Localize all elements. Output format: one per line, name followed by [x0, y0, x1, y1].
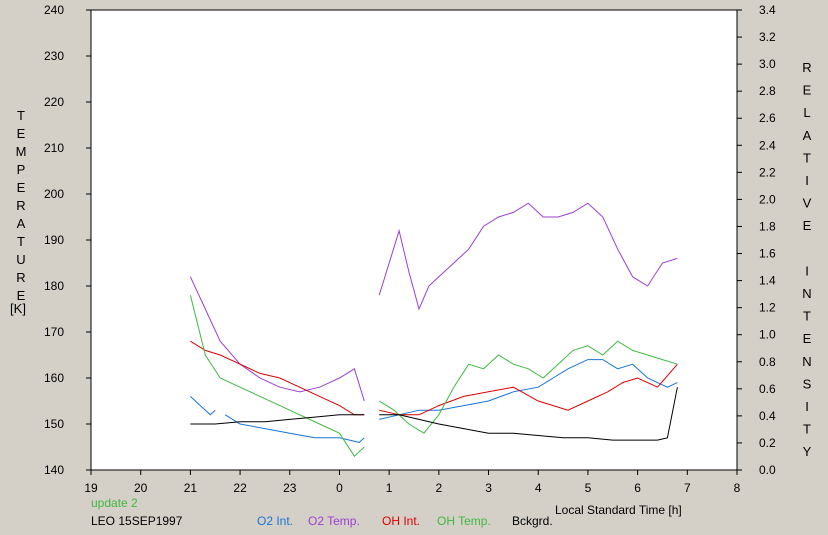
legend-item: O2 Temp.: [308, 514, 360, 528]
right-y-tick-label: 2.2: [759, 165, 776, 179]
plot-area: [90, 9, 738, 471]
legend-item: Bckgrd.: [512, 514, 553, 528]
series-line-bckgrd: [379, 387, 678, 441]
right-y-tick-label: 1.2: [759, 301, 776, 315]
left-y-tick-label: 210: [44, 141, 64, 155]
update-label: update 2: [91, 496, 138, 510]
x-tick-label: 1: [386, 481, 393, 495]
right-y-tick-label: 2.6: [759, 111, 776, 125]
right-y-tick-label: 3.4: [759, 3, 776, 17]
axis-label-letter: E: [17, 126, 26, 141]
right-y-tick-label: 0.4: [759, 409, 776, 423]
series-line-o2-int: [379, 359, 678, 420]
axis-label-letter: E: [803, 331, 812, 346]
left-axis-unit: [K]: [10, 301, 26, 316]
axis-label-letter: I: [805, 173, 809, 188]
series-line-o2-temp: [378, 202, 678, 311]
series-line-oh-temp: [378, 340, 678, 434]
left-y-tick-label: 200: [44, 187, 64, 201]
series-line-oh-int: [379, 363, 678, 416]
axis-label-letter: P: [17, 162, 26, 177]
axis-label-letter: U: [16, 252, 25, 267]
x-tick-label: 8: [734, 481, 741, 495]
axis-label-letter: R: [16, 198, 25, 213]
axis-label-letter: R: [16, 270, 25, 285]
axis-label-letter: Y: [803, 444, 812, 459]
right-y-tick-label: 1.4: [759, 274, 776, 288]
left-y-tick-label: 190: [44, 233, 64, 247]
series-line-o2-int: [224, 414, 365, 443]
station-date-label: LEO 15SEP1997: [91, 514, 183, 528]
series-line-o2-int: [190, 396, 216, 416]
x-tick-label: 3: [485, 481, 492, 495]
x-tick-label: 19: [84, 481, 98, 495]
axis-label-letter: R: [802, 60, 811, 75]
x-tick-label: 20: [134, 481, 148, 495]
axis-label-letter: T: [17, 108, 25, 123]
series-group: [189, 202, 678, 457]
left-y-tick-label: 170: [44, 325, 64, 339]
x-tick-label: 21: [184, 481, 198, 495]
axis-label-letter: V: [803, 196, 812, 211]
x-tick-label: 7: [684, 481, 691, 495]
axis-label-letter: T: [803, 150, 811, 165]
right-y-tick-label: 1.6: [759, 247, 776, 261]
left-y-tick-label: 230: [44, 49, 64, 63]
axis-label-letter: T: [803, 422, 811, 437]
axis-label-letter: E: [803, 83, 812, 98]
right-y-tick-label: 0.8: [759, 355, 776, 369]
axis-label-letter: E: [17, 180, 26, 195]
legend-item: O2 Int.: [257, 514, 294, 528]
x-tick-label: 22: [233, 481, 247, 495]
x-axis: 19 20 21 22 23 0 1 2 3 4 5 6 7 8: [84, 470, 741, 495]
left-y-tick-label: 160: [44, 371, 64, 385]
axis-label-letter: I: [805, 399, 809, 414]
axis-label-letter: I: [805, 263, 809, 278]
right-y-tick-label: 0.0: [759, 463, 776, 477]
x-axis-label: Local Standard Time [h]: [555, 503, 682, 517]
x-tick-label: 2: [436, 481, 443, 495]
axis-label-letter: T: [17, 234, 25, 249]
x-tick-label: 23: [283, 481, 297, 495]
axis-label-letter: T: [803, 309, 811, 324]
legend-item: OH Int.: [382, 514, 421, 528]
axis-label-letter: M: [16, 144, 27, 159]
axis-label-letter: E: [17, 288, 26, 303]
left-y-tick-label: 140: [44, 463, 64, 477]
left-y-tick-label: 220: [44, 95, 64, 109]
left-y-tick-label: 240: [44, 3, 64, 17]
axis-label-letter: N: [802, 286, 811, 301]
axis-label-letter: N: [802, 354, 811, 369]
right-y-tick-label: 0.2: [759, 436, 776, 450]
left-y-tick-label: 180: [44, 279, 64, 293]
axis-label-letter: E: [803, 218, 812, 233]
axis-label-letter: A: [803, 128, 812, 143]
right-y-tick-label: 2.8: [759, 84, 776, 98]
right-y-tick-label: 2.4: [759, 138, 776, 152]
x-tick-label: 0: [336, 481, 343, 495]
right-y-tick-label: 0.6: [759, 382, 776, 396]
axis-label-letter: S: [803, 376, 812, 391]
right-y-tick-label: 3.2: [759, 30, 776, 44]
legend-item: OH Temp.: [437, 514, 491, 528]
right-y-tick-label: 1.8: [759, 219, 776, 233]
series-line-oh-temp: [189, 295, 365, 457]
x-tick-label: 4: [535, 481, 542, 495]
series-line-oh-int: [190, 340, 365, 416]
left-y-axis: 140 150 160 170 180 190 200 210 220 230 240: [44, 3, 91, 477]
x-tick-label: 5: [585, 481, 592, 495]
axis-label-letter: L: [803, 105, 810, 120]
right-y-tick-label: 3.0: [759, 57, 776, 71]
right-y-axis: 0.0 0.2 0.4 0.6 0.8 1.0 1.2 1.4 1.6 1.8 2.0 2.2 2.4 2…: [737, 3, 776, 477]
left-y-tick-label: 150: [44, 417, 64, 431]
right-y-tick-label: 2.0: [759, 192, 776, 206]
x-tick-label: 6: [634, 481, 641, 495]
right-y-tick-label: 1.0: [759, 328, 776, 342]
series-line-bckgrd: [190, 414, 365, 425]
axis-label-letter: A: [17, 216, 26, 231]
series-line-o2-temp: [189, 276, 365, 402]
